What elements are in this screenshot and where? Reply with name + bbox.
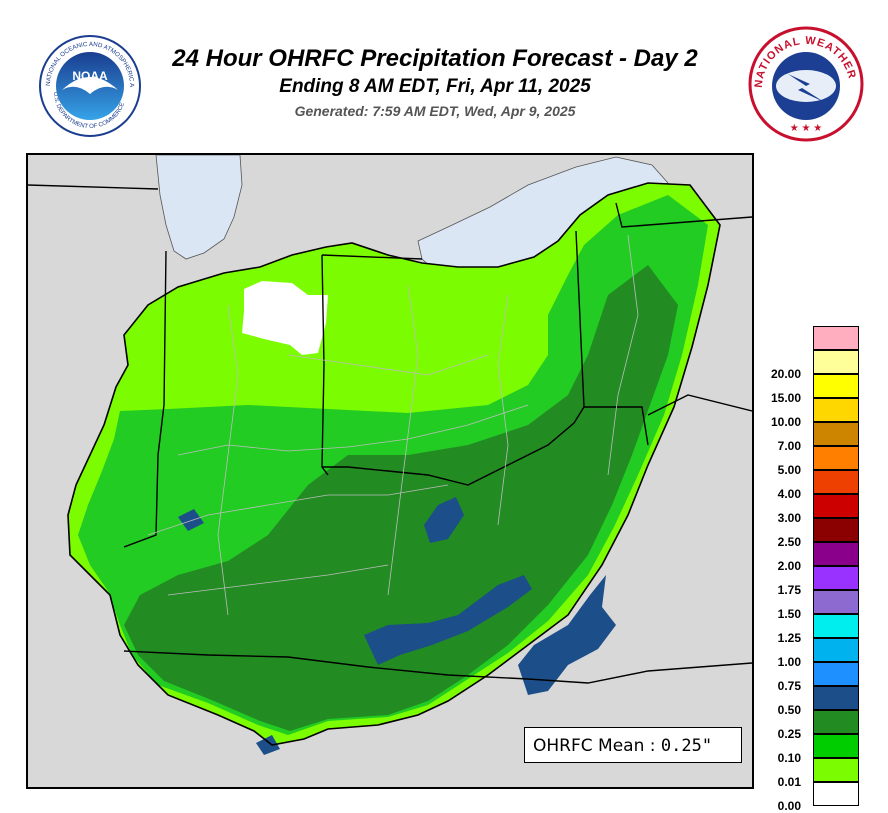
legend-swatch bbox=[813, 566, 859, 590]
lake-michigan bbox=[155, 155, 243, 260]
legend-item: 1.50 bbox=[757, 590, 885, 620]
legend-label: 1.00 bbox=[777, 655, 801, 669]
legend-item: 4.00 bbox=[757, 470, 885, 500]
noaa-logo-text: NOAA bbox=[72, 69, 108, 83]
legend-swatch bbox=[813, 758, 859, 782]
basin-outline bbox=[67, 182, 721, 746]
legend-label: 0.25 bbox=[777, 727, 801, 741]
header: 24 Hour OHRFC Precipitation Forecast - D… bbox=[140, 44, 730, 122]
legend-item bbox=[757, 326, 885, 350]
legend-item: 0.75 bbox=[757, 662, 885, 692]
legend-swatch bbox=[813, 734, 859, 758]
mean-value: 0.25" bbox=[660, 736, 713, 756]
legend-swatch bbox=[813, 662, 859, 686]
generated-timestamp: Generated: 7:59 AM EDT, Wed, Apr 9, 2025 bbox=[294, 103, 576, 119]
legend-label: 2.50 bbox=[777, 535, 801, 549]
basin-blue-0.50-tip bbox=[256, 735, 280, 755]
legend-swatch bbox=[813, 590, 859, 614]
legend-item: 15.00 bbox=[757, 374, 885, 404]
legend-label: 0.50 bbox=[777, 703, 801, 717]
legend-label: 20.00 bbox=[770, 367, 801, 381]
noaa-logo-icon: NATIONAL OCEANIC AND ATMOSPHERIC ADMINIS… bbox=[38, 34, 141, 137]
legend-swatch bbox=[813, 350, 859, 374]
legend-item: 0.00 bbox=[757, 782, 885, 812]
legend-item: 7.00 bbox=[757, 422, 885, 452]
legend-item: 3.00 bbox=[757, 494, 885, 524]
legend-item: 10.00 bbox=[757, 398, 885, 428]
legend-item: 2.50 bbox=[757, 518, 885, 548]
legend-swatch bbox=[813, 374, 859, 398]
legend-item: 1.75 bbox=[757, 566, 885, 596]
legend-item: 0.01 bbox=[757, 758, 885, 788]
legend-swatch bbox=[813, 422, 859, 446]
legend-swatch bbox=[813, 326, 859, 350]
legend-item: 1.25 bbox=[757, 614, 885, 644]
basin-blue-0.50-patch bbox=[424, 497, 464, 543]
legend-swatch bbox=[813, 446, 859, 470]
legend-label: 1.50 bbox=[777, 607, 801, 621]
legend-item: 1.00 bbox=[757, 638, 885, 668]
legend-swatch bbox=[813, 494, 859, 518]
legend-swatch bbox=[813, 398, 859, 422]
precipitation-map bbox=[26, 153, 754, 789]
mean-label: OHRFC Mean : bbox=[533, 736, 656, 756]
legend-label: 0.75 bbox=[777, 679, 801, 693]
sub-basin-lines bbox=[147, 234, 639, 616]
legend-swatch bbox=[813, 614, 859, 638]
legend-label: 1.25 bbox=[777, 631, 801, 645]
page-title: 24 Hour OHRFC Precipitation Forecast - D… bbox=[172, 45, 698, 72]
basin-blue-0.50-south bbox=[518, 575, 616, 695]
basin-blue-0.50-river bbox=[364, 575, 532, 665]
legend-label: 2.00 bbox=[777, 559, 801, 573]
basin-dark-green-0.25 bbox=[124, 265, 678, 731]
mean-box: OHRFC Mean : 0.25" bbox=[524, 727, 742, 763]
legend-swatch bbox=[813, 542, 859, 566]
legend-label: 7.00 bbox=[777, 439, 801, 453]
basin-blue-0.50-small bbox=[178, 509, 204, 531]
legend-swatch bbox=[813, 470, 859, 494]
legend-swatch bbox=[813, 518, 859, 542]
legend-item: 0.10 bbox=[757, 734, 885, 764]
svg-text:★ ★ ★: ★ ★ ★ bbox=[790, 123, 822, 134]
legend-label: 0.10 bbox=[777, 751, 801, 765]
legend-swatch bbox=[813, 686, 859, 710]
legend-label: 0.01 bbox=[777, 775, 801, 789]
page-subtitle: Ending 8 AM EDT, Fri, Apr 11, 2025 bbox=[279, 76, 591, 97]
basin-white-0.00 bbox=[242, 281, 328, 355]
legend-item: 20.00 bbox=[757, 350, 885, 380]
state-borders bbox=[28, 184, 752, 684]
legend-item: 0.25 bbox=[757, 710, 885, 740]
legend-item: 0.50 bbox=[757, 686, 885, 716]
legend-label: 10.00 bbox=[770, 415, 801, 429]
nws-logo-icon: NATIONAL WEATHER SERVICE ★ ★ ★ bbox=[748, 26, 864, 142]
legend-label: 0.00 bbox=[777, 799, 801, 813]
legend-label: 15.00 bbox=[770, 391, 801, 405]
legend-label: 5.00 bbox=[777, 463, 801, 477]
legend-swatch bbox=[813, 782, 859, 806]
legend-label: 1.75 bbox=[777, 583, 801, 597]
legend-label: 4.00 bbox=[777, 487, 801, 501]
legend-item: 5.00 bbox=[757, 446, 885, 476]
legend-swatch bbox=[813, 638, 859, 662]
legend-swatch bbox=[813, 710, 859, 734]
legend-label: 3.00 bbox=[777, 511, 801, 525]
legend-item: 2.00 bbox=[757, 542, 885, 572]
